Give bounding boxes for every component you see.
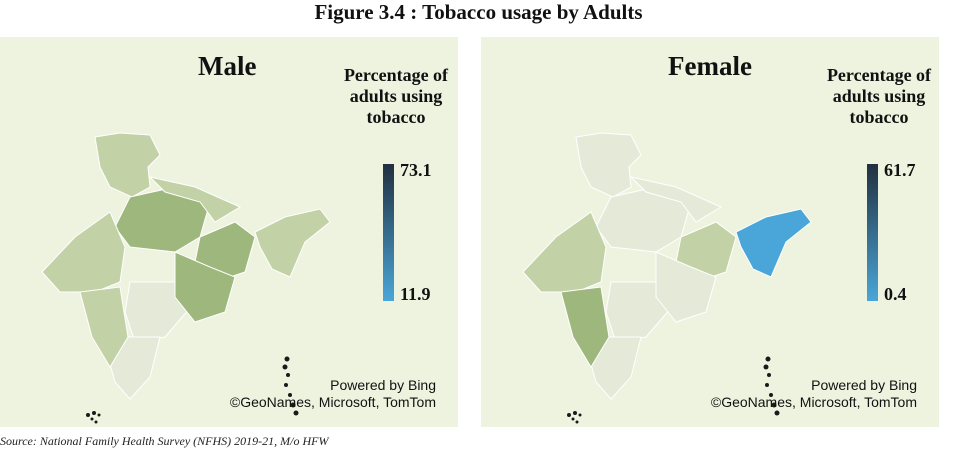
legend-color-bar: [867, 164, 878, 301]
legend-min-value: 0.4: [884, 284, 907, 304]
map-panel-male: Male Percentage of adults using tobacco …: [0, 37, 458, 427]
island-dot: [771, 402, 777, 408]
island-dot: [765, 356, 771, 362]
region-group: [41, 132, 331, 400]
region-north-east[interactable]: [735, 208, 812, 278]
bing-credit: Powered by Bing: [330, 377, 436, 393]
region-west[interactable]: [522, 211, 607, 293]
india-map-male[interactable]: [0, 37, 458, 427]
island-dot: [92, 411, 96, 415]
island-dot: [763, 364, 769, 370]
island-dot: [769, 393, 773, 397]
island-dot: [288, 393, 292, 397]
legend-title: Percentage of adults using tobacco: [343, 65, 449, 127]
island-dot: [86, 413, 90, 417]
source-note: Source: National Family Health Survey (N…: [0, 434, 329, 448]
island-dot: [765, 383, 769, 387]
island-dot: [571, 417, 575, 421]
region-north-plain[interactable]: [629, 176, 723, 223]
region-east-central[interactable]: [174, 251, 236, 323]
island-dot: [90, 417, 94, 421]
island-dot: [774, 410, 780, 416]
bing-credit: Powered by Bing: [811, 377, 917, 393]
map-panel-female: Female Percentage of adults using tobacc…: [481, 37, 939, 427]
legend-color-bar: [383, 164, 394, 301]
region-west-coast[interactable]: [560, 286, 610, 368]
island-dot: [284, 356, 290, 362]
map-data-credit: ©GeoNames, Microsoft, TomTom: [229, 394, 436, 410]
legend-max-value: 61.7: [884, 160, 916, 180]
map-data-credit: ©GeoNames, Microsoft, TomTom: [710, 394, 917, 410]
region-north[interactable]: [94, 132, 161, 198]
region-west-coast[interactable]: [79, 286, 129, 368]
legend-min-value: 11.9: [400, 284, 431, 304]
island-dot: [286, 373, 290, 377]
panel-title: Female: [668, 51, 752, 81]
island-dot: [94, 420, 98, 424]
india-map-female[interactable]: [481, 37, 939, 427]
legend-max-value: 73.1: [400, 160, 432, 180]
island-dot: [290, 402, 296, 408]
island-dot: [767, 373, 771, 377]
legend-title: Percentage of adults using tobacco: [826, 65, 932, 127]
island-dot: [282, 364, 288, 370]
island-dot: [284, 383, 288, 387]
islands: [86, 356, 299, 424]
region-north-east[interactable]: [254, 208, 331, 278]
island-dot: [293, 410, 299, 416]
island-dot: [567, 413, 571, 417]
island-dot: [573, 411, 577, 415]
region-group: [522, 132, 812, 400]
island-dot: [97, 413, 101, 417]
region-west[interactable]: [41, 211, 126, 293]
region-east-central[interactable]: [655, 251, 717, 323]
figure-title: Figure 3.4 : Tobacco usage by Adults: [314, 0, 643, 24]
islands: [567, 356, 780, 424]
region-north[interactable]: [575, 132, 642, 198]
panel-title: Male: [198, 51, 257, 81]
region-north-plain[interactable]: [148, 176, 242, 223]
island-dot: [575, 420, 579, 424]
island-dot: [578, 413, 582, 417]
